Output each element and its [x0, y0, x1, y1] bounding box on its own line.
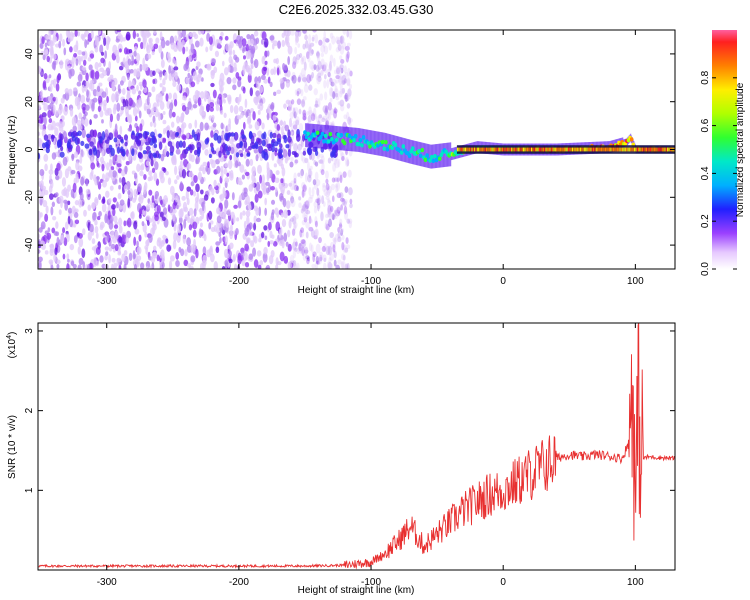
spectrogram-x-tick-label: -200	[229, 276, 249, 287]
spectrogram-x-tick-label: 0	[500, 276, 506, 287]
colorbar: 0.0 0.2 0.4 0.6 0.8 Normalized spectral ampl…	[700, 30, 746, 276]
snr-y-tick-label: 3	[24, 328, 35, 334]
snr-y-axis-label: SNR (10 * v/v)	[7, 415, 18, 479]
svg-text:(x104): (x104)	[6, 332, 18, 359]
spectrogram-x-tick-label: 100	[627, 276, 644, 287]
snr-x-ticks: -300 -200 -100 0 100	[97, 323, 644, 588]
snr-x-tick-label: -300	[97, 577, 117, 588]
snr-x-tick-label: -100	[361, 577, 381, 588]
spectrogram-y-tick-label: 20	[24, 96, 35, 108]
snr-x-tick-label: 100	[627, 577, 644, 588]
snr-frame	[37, 322, 676, 571]
snr-multiplier-exp: 4	[6, 335, 13, 339]
spectrogram-noise	[38, 30, 353, 269]
spectrogram-y-tick-label: 0	[24, 146, 35, 152]
spectrogram-x-tick-label: -300	[97, 276, 117, 287]
spectrogram-x-tick-label: -100	[361, 276, 381, 287]
colorbar-gradient	[712, 30, 737, 269]
snr-y-ticks: 1 2 3	[24, 328, 675, 493]
snr-panel: -300 -200 -100 0 100 1 2 3 Height of straight …	[6, 322, 676, 596]
colorbar-tick-label: 0.2	[700, 214, 711, 228]
spectrogram-y-tick-label: -20	[24, 190, 35, 205]
snr-y-tick-label: 2	[24, 407, 35, 413]
snr-y-multiplier: (x104)	[6, 332, 18, 359]
spectrogram-plot-area	[38, 30, 675, 269]
spectrogram-ridge	[303, 123, 675, 169]
spectrogram-x-ticks: -300 -200 -100 0 100	[97, 30, 644, 287]
spectrogram-y-tick-label: 40	[24, 48, 35, 60]
snr-multiplier-base: (x10	[7, 338, 18, 358]
colorbar-ticks: 0.0 0.2 0.4 0.6 0.8	[700, 70, 737, 276]
colorbar-tick-label: 0.8	[700, 70, 711, 84]
snr-x-axis-label: Height of straight line (km)	[298, 585, 415, 596]
snr-x-tick-label: -200	[229, 577, 249, 588]
colorbar-tick-label: 0.6	[700, 118, 711, 132]
snr-series-line	[38, 323, 675, 570]
snr-plot-area	[38, 323, 675, 570]
figure-title: C2E6.2025.332.03.45.G30	[279, 2, 434, 17]
colorbar-tick-label: 0.4	[700, 166, 711, 180]
colorbar-tick-label: 0.0	[700, 262, 711, 276]
spectrogram-y-ticks: -40 -20 0 20 40	[24, 48, 675, 252]
snr-x-tick-label: 0	[500, 577, 506, 588]
snr-y-tick-label: 1	[24, 487, 35, 493]
spectrogram-y-tick-label: -40	[24, 237, 35, 252]
colorbar-label: Normalized spectral amplitude	[735, 82, 746, 217]
spectrogram-x-axis-label: Height of straight line (km)	[298, 285, 415, 296]
spectrogram-y-axis-label: Frequency (Hz)	[7, 116, 18, 185]
